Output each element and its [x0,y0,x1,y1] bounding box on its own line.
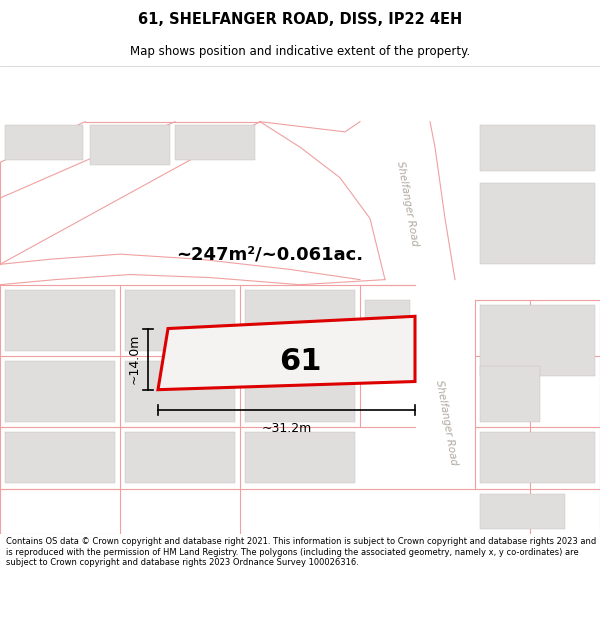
Text: Shelfanger Road: Shelfanger Road [395,160,419,246]
Bar [245,290,355,351]
Bar [480,182,595,264]
Bar [480,125,595,171]
Bar [480,494,565,529]
Polygon shape [415,300,475,534]
Bar [480,432,595,483]
Text: ~247m²/~0.061ac.: ~247m²/~0.061ac. [176,245,364,263]
Text: ~31.2m: ~31.2m [262,422,311,435]
Text: 61: 61 [279,347,321,376]
Polygon shape [385,279,470,300]
Bar [125,290,235,351]
Text: Shelfanger Road: Shelfanger Road [434,379,458,466]
Bar [245,432,355,483]
Text: Contains OS data © Crown copyright and database right 2021. This information is : Contains OS data © Crown copyright and d… [6,538,596,568]
Text: 61, SHELFANGER ROAD, DISS, IP22 4EH: 61, SHELFANGER ROAD, DISS, IP22 4EH [138,12,462,27]
Bar [5,290,115,351]
Bar [90,125,170,166]
Bar [5,432,115,483]
Text: Map shows position and indicative extent of the property.: Map shows position and indicative extent… [130,45,470,58]
Bar [5,361,115,423]
Bar [175,125,255,161]
Polygon shape [158,316,415,389]
Bar [125,432,235,483]
Text: ~14.0m: ~14.0m [128,334,140,384]
Polygon shape [360,122,455,279]
Bar [125,361,235,423]
Bar [480,366,540,423]
Bar [480,305,595,376]
Bar [5,125,83,161]
Bar [245,361,355,423]
Bar [365,300,410,351]
